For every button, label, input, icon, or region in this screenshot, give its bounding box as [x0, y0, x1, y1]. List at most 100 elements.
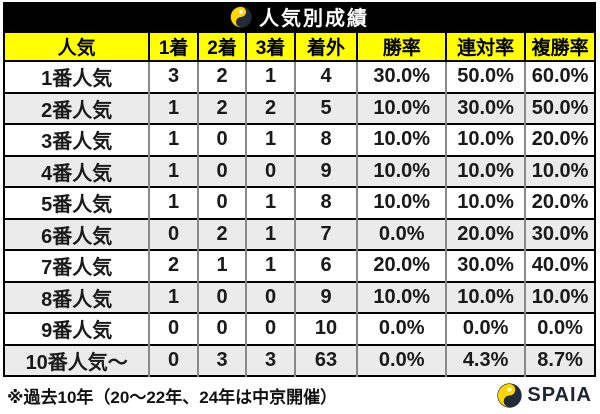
table-cell: 1	[245, 186, 295, 219]
brand-name: SPAIA	[527, 383, 592, 406]
table-cell: 10.0%	[356, 280, 447, 313]
row-label: 4番人気	[4, 154, 150, 187]
table-cell: 0	[245, 280, 295, 313]
col-header-second: 2着	[196, 32, 247, 62]
table-cell: 10.0%	[356, 91, 447, 124]
row-label: 3番人気	[4, 123, 150, 156]
row-label: 9番人気	[4, 312, 150, 345]
row-label: 1番人気	[4, 60, 150, 93]
table-row: 7番人気 2 1 1 6 20.0% 30.0% 40.0%	[4, 249, 595, 282]
table-cell: 6	[293, 249, 358, 282]
table-cell: 30.0%	[445, 249, 526, 282]
table-cell: 2	[196, 91, 247, 124]
col-header-quinella-rate: 連対率	[445, 32, 526, 62]
table-row: 10番人気～ 0 3 3 63 0.0% 4.3% 8.7%	[4, 343, 595, 376]
table-cell: 10.0%	[524, 154, 595, 187]
title-bar: 人気別成績	[3, 2, 596, 31]
table-cell: 4.3%	[445, 343, 526, 376]
table-row: 2番人気 1 2 2 5 10.0% 30.0% 50.0%	[4, 91, 595, 124]
table-header-row: 人気 1着 2着 3着 着外 勝率 連対率 複勝率	[4, 32, 595, 62]
table-cell: 8	[293, 123, 358, 156]
table-cell: 0	[245, 154, 295, 187]
page-title: 人気別成績	[259, 8, 369, 30]
table-cell: 10.0%	[445, 280, 526, 313]
table-cell: 1	[196, 249, 247, 282]
table-cell: 0	[196, 312, 247, 345]
col-header-popularity: 人気	[4, 32, 150, 62]
table-row: 5番人気 1 0 1 8 10.0% 10.0% 20.0%	[4, 186, 595, 219]
table-cell: 2	[196, 217, 247, 250]
table-cell: 10.0%	[445, 154, 526, 187]
table-cell: 0.0%	[356, 343, 447, 376]
table-cell: 30.0%	[445, 91, 526, 124]
table-cell: 8	[293, 186, 358, 219]
table-cell: 50.0%	[445, 60, 526, 93]
table-cell: 1	[148, 280, 198, 313]
table-cell: 20.0%	[445, 217, 526, 250]
col-header-win-rate: 勝率	[356, 32, 447, 62]
table-cell: 2	[196, 60, 247, 93]
table-cell: 9	[293, 280, 358, 313]
table-cell: 2	[245, 91, 295, 124]
popularity-results-table: 人気 1着 2着 3着 着外 勝率 連対率 複勝率 1番人気 3 2 1 4 30.0% 5…	[3, 31, 596, 377]
spaia-swirl-icon	[230, 5, 252, 28]
col-header-third: 3着	[245, 32, 295, 62]
table-row: 6番人気 0 2 1 7 0.0% 20.0% 30.0%	[4, 217, 595, 250]
table-cell: 1	[245, 60, 295, 93]
table-cell: 10	[293, 312, 358, 345]
table-cell: 1	[148, 186, 198, 219]
table-cell: 0	[196, 154, 247, 187]
table-cell: 8.7%	[524, 343, 595, 376]
table-body: 1番人気 3 2 1 4 30.0% 50.0% 60.0% 2番人気 1 2 2 5 10.0% 30.0…	[4, 60, 595, 376]
table-cell: 1	[245, 249, 295, 282]
table-cell: 10.0%	[524, 280, 595, 313]
row-label: 6番人気	[4, 217, 150, 250]
table-cell: 9	[293, 154, 358, 187]
table-cell: 50.0%	[524, 91, 595, 124]
spaia-swirl-icon	[497, 382, 523, 408]
table-cell: 10.0%	[445, 123, 526, 156]
table-cell: 3	[148, 60, 198, 93]
table-cell: 5	[293, 91, 358, 124]
table-row: 8番人気 1 0 0 9 10.0% 10.0% 10.0%	[4, 280, 595, 313]
row-label: 5番人気	[4, 186, 150, 219]
table-cell: 1	[148, 154, 198, 187]
table-cell: 0	[148, 217, 198, 250]
brand-lockup: SPAIA	[497, 382, 592, 408]
col-header-show-rate: 複勝率	[524, 32, 595, 62]
table-cell: 20.0%	[356, 249, 447, 282]
table-cell: 40.0%	[524, 249, 595, 282]
table-cell: 10.0%	[445, 186, 526, 219]
table-cell: 7	[293, 217, 358, 250]
table-cell: 1	[245, 217, 295, 250]
col-header-out: 着外	[293, 32, 358, 62]
table-cell: 2	[148, 249, 198, 282]
table-cell: 0.0%	[524, 312, 595, 345]
table-cell: 1	[245, 123, 295, 156]
table-cell: 1	[148, 91, 198, 124]
footer: ※過去10年（20～22年、24年は中京開催） SPAIA	[3, 377, 596, 409]
table-row: 1番人気 3 2 1 4 30.0% 50.0% 60.0%	[4, 60, 595, 93]
table-cell: 10.0%	[356, 123, 447, 156]
table-cell: 3	[245, 343, 295, 376]
row-label: 8番人気	[4, 280, 150, 313]
table-cell: 30.0%	[356, 60, 447, 93]
table-cell: 0.0%	[356, 217, 447, 250]
table-cell: 4	[293, 60, 358, 93]
table-cell: 60.0%	[524, 60, 595, 93]
table-cell: 20.0%	[524, 186, 595, 219]
table-cell: 10.0%	[356, 154, 447, 187]
table-cell: 20.0%	[524, 123, 595, 156]
row-label: 7番人気	[4, 249, 150, 282]
table-cell: 1	[148, 123, 198, 156]
table-cell: 0	[196, 280, 247, 313]
row-label: 2番人気	[4, 91, 150, 124]
table-cell: 10.0%	[356, 186, 447, 219]
table-cell: 0	[196, 186, 247, 219]
table-row: 4番人気 1 0 0 9 10.0% 10.0% 10.0%	[4, 154, 595, 187]
col-header-first: 1着	[148, 32, 198, 62]
footnote: ※過去10年（20～22年、24年は中京開催）	[7, 387, 338, 407]
table-cell: 0.0%	[445, 312, 526, 345]
row-label: 10番人気～	[4, 343, 150, 376]
